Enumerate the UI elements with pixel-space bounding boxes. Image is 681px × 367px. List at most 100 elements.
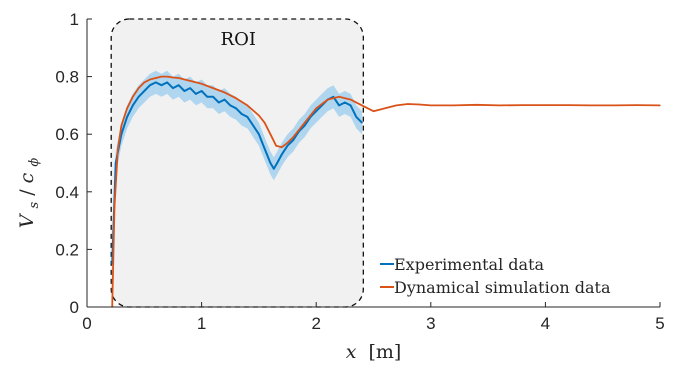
plot-area	[111, 70, 661, 308]
simulation-point-41	[498, 104, 501, 107]
experimental-point-6	[143, 90, 146, 92]
experimental-point-21	[229, 104, 232, 107]
y-tick-label-1: 0.2	[55, 240, 79, 259]
simulation-point-8	[149, 78, 151, 81]
simulation-point-15	[200, 83, 203, 85]
experimental-point-29	[273, 168, 275, 170]
simulation-point-16	[212, 87, 214, 89]
experimental-point-3	[126, 116, 128, 118]
simulation-point-22	[269, 133, 272, 135]
experimental-point-27	[263, 147, 266, 150]
x-tick-label-2: 2	[311, 314, 320, 333]
experimental-point-35	[303, 124, 306, 127]
experimental-point-23	[240, 113, 243, 115]
simulation-point-31	[349, 98, 352, 101]
experimental-point-20	[223, 98, 226, 101]
experimental-point-14	[189, 87, 191, 89]
y-tick-label-0: 0	[70, 298, 79, 317]
simulation-point-24	[281, 146, 283, 148]
simulation-point-26	[292, 136, 294, 138]
axes	[86, 19, 660, 308]
experimental-data-line	[111, 81, 363, 264]
experimental-point-43	[349, 104, 352, 107]
simulation-point-45	[590, 104, 592, 107]
y-axis-label: V s / c ϕ	[16, 158, 43, 229]
experimental-point-42	[344, 101, 346, 104]
roi-box	[110, 18, 364, 308]
roi-label: ROI	[221, 29, 256, 50]
simulation-point-25	[286, 142, 289, 144]
x-axis-label: x [m]	[346, 341, 402, 363]
x-axis-symbol: x	[346, 341, 357, 363]
simulation-point-2	[117, 147, 119, 150]
simulation-point-12	[172, 76, 174, 79]
experimental-point-15	[195, 93, 197, 95]
simulation-point-20	[258, 114, 260, 117]
y-tick-label-2: 0.4	[55, 183, 79, 202]
simulation-point-32	[361, 104, 363, 107]
simulation-point-42	[521, 104, 524, 106]
simulation-point-14	[189, 80, 191, 82]
simulation-point-38	[430, 104, 432, 107]
experimental-point-1	[114, 162, 117, 164]
experimental-point-44	[355, 116, 358, 118]
simulation-point-7	[143, 81, 145, 84]
y-tick-label-4: 0.8	[55, 68, 79, 87]
simulation-point-35	[395, 104, 398, 107]
y-tick-label-3: 0.6	[55, 125, 79, 144]
y-axis-ticks: 0 0.2 0.4 0.6 0.8 1	[55, 10, 92, 317]
simulation-point-39	[453, 104, 455, 107]
x-tick-label-3: 3	[426, 314, 435, 333]
simulation-point-6	[137, 87, 140, 89]
experimental-point-11	[172, 87, 174, 89]
y-tick-label-5: 1	[70, 10, 79, 29]
x-tick-label-0: 0	[82, 314, 91, 333]
experimental-point-13	[183, 90, 186, 92]
experimental-point-17	[206, 96, 209, 98]
y-label-sub-phi: ϕ	[27, 158, 42, 167]
experimental-point-33	[292, 139, 295, 141]
experimental-point-45	[361, 121, 363, 124]
simulation-point-17	[223, 91, 226, 94]
simulation-point-18	[235, 97, 237, 99]
legend-label-simulation: Dynamical simulation data	[394, 278, 611, 297]
experimental-point-28	[269, 162, 272, 164]
simulation-point-36	[407, 103, 409, 105]
simulation-point-34	[384, 107, 386, 110]
x-tick-label-1: 1	[197, 314, 206, 333]
simulation-point-9	[155, 77, 157, 79]
y-label-c: c	[16, 172, 38, 183]
experimental-point-12	[177, 84, 180, 86]
simulation-point-5	[132, 96, 134, 98]
experimental-point-31	[281, 153, 283, 156]
simulation-point-46	[613, 104, 615, 107]
experimental-point-32	[286, 144, 289, 147]
simulation-point-47	[636, 104, 638, 106]
simulation-point-28	[315, 107, 317, 110]
simulation-point-40	[475, 104, 478, 106]
simulation-point-21	[263, 122, 266, 124]
experimental-point-26	[258, 133, 260, 135]
experimental-point-18	[212, 96, 214, 98]
simulation-point-43	[544, 104, 547, 106]
experimental-point-25	[252, 124, 254, 127]
experimental-point-4	[132, 104, 134, 107]
experimental-point-16	[200, 90, 203, 92]
simulation-point-1	[113, 205, 116, 207]
legend-label-experimental: Experimental data	[394, 255, 545, 274]
x-axis-ticks: 0 1 2 3 4 5	[82, 302, 665, 333]
experimental-uncertainty-band	[112, 70, 362, 276]
simulation-point-27	[304, 122, 306, 124]
y-label-v: V	[16, 212, 38, 228]
simulation-point-19	[246, 104, 249, 107]
x-axis-unit: [m]	[368, 341, 401, 363]
experimental-point-19	[218, 101, 220, 104]
experimental-point-7	[149, 84, 151, 86]
experimental-point-24	[246, 116, 249, 118]
experimental-point-30	[276, 162, 279, 164]
svg-text:V s / c: V s / c ϕ	[16, 158, 43, 229]
simulation-point-23	[275, 145, 277, 147]
x-tick-label-5: 5	[655, 314, 664, 333]
simulation-point-37	[418, 103, 420, 106]
